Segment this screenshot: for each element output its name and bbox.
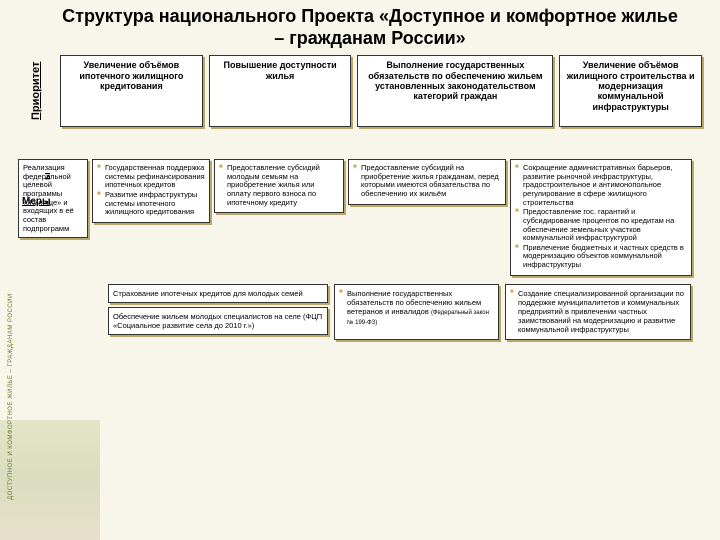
measure-item: Привлечение бюджетных и частных средств … [515,244,687,270]
bottom-item: Выполнение государственных обязательств … [339,289,494,327]
bottom-row: Страхование ипотечных кредитов для молод… [0,280,720,344]
measure-item: Предоставление субсидий на приобретение … [353,164,501,199]
bottom-box-insurance: Страхование ипотечных кредитов для молод… [108,284,328,303]
measures-col-2: Государственная поддержка системы рефина… [92,159,210,276]
priority-box-1: Увеличение объёмов ипотечного жилищного … [60,55,203,127]
bottom-box-organization: Создание специализированной организации … [505,284,691,340]
measures-col-3: Предоставление субсидий молодым семьям н… [214,159,344,276]
priority-vertical-label: Приоритет [30,62,42,120]
measure-item: Предоставление субсидий молодым семьям н… [219,164,339,207]
measure-item: Государственная поддержка системы рефина… [97,164,205,190]
bottom-box-rural: Обеспечение жильем молодых специалистов … [108,307,328,335]
priority-box-3: Выполнение государственных обязательств … [357,55,553,127]
measures-area: Реализация федеральной целевой программы… [0,131,720,280]
priority-box-2: Повышение доступности жилья [209,55,352,127]
background-image [0,420,100,540]
measure-item: Предоставление гос. гарантий и субсидиро… [515,208,687,243]
left-strip-label: ДОСТУПНОЕ И КОМФОРТНОЕ ЖИЛЬЕ – ГРАЖДАНАМ… [8,293,14,500]
measure-box-subsidies-youth: Предоставление субсидий молодым семьям н… [214,159,344,213]
priority-box-4: Увеличение объёмов жилищного строительст… [559,55,702,127]
priority-vertical-suffix: ы [42,172,52,180]
bottom-box-veterans: Выполнение государственных обязательств … [334,284,499,340]
measure-box-subsidies-obligations: Предоставление субсидий на приобретение … [348,159,506,205]
measures-col-4: Предоставление субсидий на приобретение … [348,159,506,276]
measure-item: Развитие инфраструктуры системы ипотечно… [97,191,205,217]
measures-col-1: Реализация федеральной целевой программы… [18,159,88,276]
bottom-item: Создание специализированной организации … [510,289,686,334]
measure-box-mortgage: Государственная поддержка системы рефина… [92,159,210,223]
page-title: Структура национального Проекта «Доступн… [0,0,720,53]
priorities-row: Увеличение объёмов ипотечного жилищного … [0,53,720,131]
measures-label: Меры [22,196,51,207]
measure-box-infrastructure: Сокращение административных барьеров, ра… [510,159,692,276]
bottom-col-1: Страхование ипотечных кредитов для молод… [108,284,328,340]
measures-col-5: Сокращение административных барьеров, ра… [510,159,692,276]
measure-item: Сокращение административных барьеров, ра… [515,164,687,207]
